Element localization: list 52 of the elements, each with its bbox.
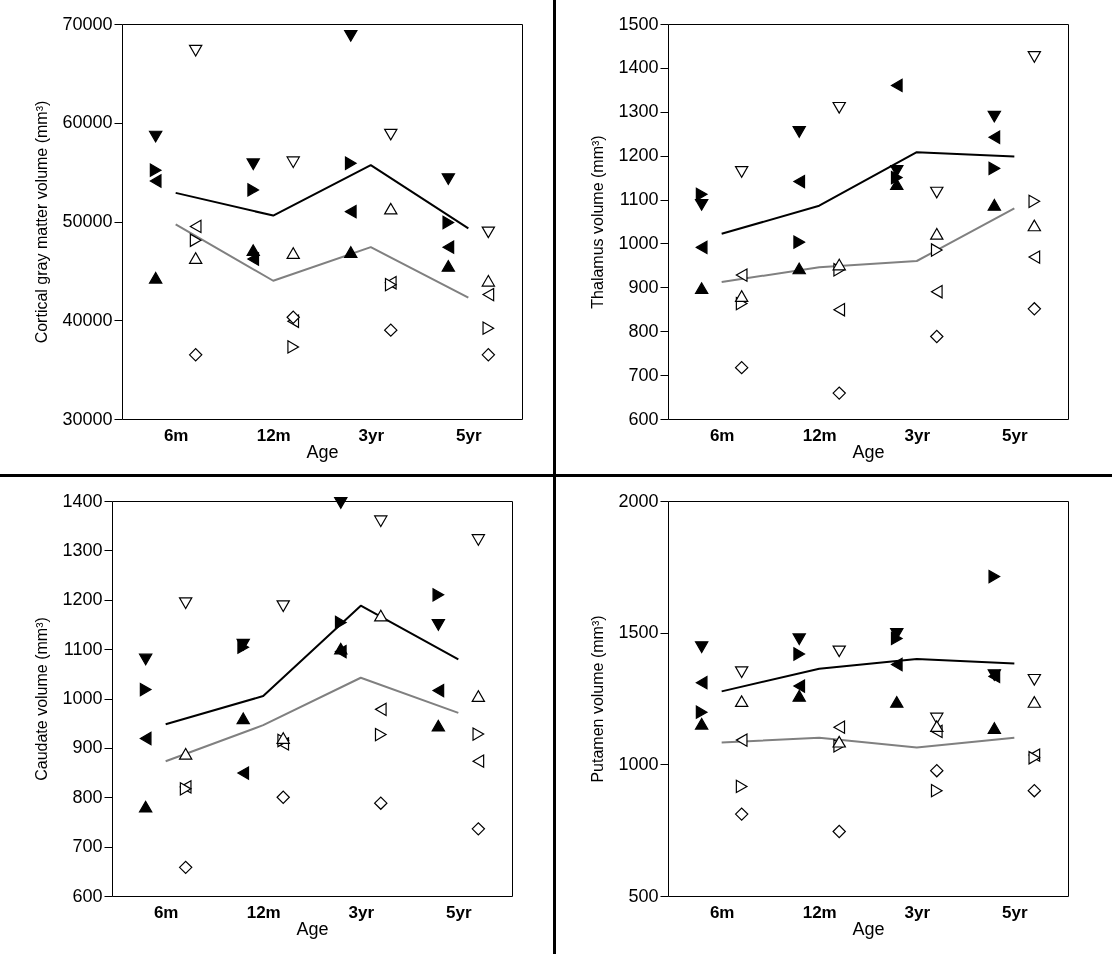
y-tick-label: 30000: [62, 408, 113, 429]
y-tick-label: 900: [628, 276, 659, 297]
y-tick-label: 1000: [618, 753, 659, 774]
x-axis-title: Age: [296, 918, 329, 939]
y-tick-label: 1300: [618, 101, 659, 122]
y-tick-label: 800: [72, 786, 103, 807]
x-tick-label: 6m: [153, 902, 179, 922]
y-tick-label: 1400: [62, 490, 103, 511]
y-tick-label: 1500: [618, 13, 659, 34]
y-tick-label: 700: [628, 364, 659, 385]
y-tick-label: 700: [72, 836, 103, 857]
y-tick-label: 600: [628, 408, 659, 429]
x-tick-label: 12m: [256, 425, 291, 445]
x-tick-label: 12m: [246, 902, 281, 922]
x-tick-label: 6m: [709, 902, 735, 922]
x-tick-label: 5yr: [1002, 425, 1028, 445]
y-tick-label: 1000: [62, 688, 103, 708]
x-tick-label: 12m: [802, 902, 837, 922]
x-tick-label: 5yr: [1002, 902, 1028, 922]
y-tick-label: 1100: [63, 638, 103, 659]
y-tick-label: 800: [628, 320, 659, 341]
x-tick-label: 3yr: [904, 902, 931, 922]
x-axis-title: Age: [852, 918, 885, 939]
x-tick-label: 3yr: [904, 425, 931, 445]
x-tick-label: 3yr: [348, 902, 375, 922]
y-axis-title: Putamen volume (mm³): [589, 615, 607, 783]
x-tick-label: 5yr: [446, 902, 472, 922]
y-tick-label: 70000: [62, 13, 113, 34]
x-tick-label: 6m: [709, 425, 735, 445]
y-tick-label: 50000: [62, 211, 113, 231]
y-axis-title: Caudate volume (mm³): [33, 617, 51, 781]
y-axis-title: Cortical gray matter volume (mm³): [33, 100, 51, 344]
y-tick-label: 900: [72, 737, 103, 758]
y-tick-label: 1200: [618, 145, 659, 166]
y-axis-title: Thalamus volume (mm³): [589, 135, 607, 309]
y-tick-label: 2000: [618, 490, 659, 511]
y-tick-label: 600: [72, 885, 103, 906]
y-tick-label: 40000: [62, 309, 113, 330]
x-tick-label: 3yr: [358, 425, 385, 445]
x-tick-label: 5yr: [456, 425, 482, 445]
y-tick-label: 1100: [619, 189, 659, 210]
y-tick-label: 1500: [618, 622, 659, 643]
y-tick-label: 1400: [618, 57, 659, 78]
y-tick-label: 1000: [618, 232, 659, 253]
y-tick-label: 500: [628, 885, 659, 906]
x-axis-title: Age: [306, 441, 339, 462]
x-tick-label: 6m: [163, 425, 189, 445]
y-tick-label: 60000: [62, 112, 113, 133]
y-tick-label: 1200: [62, 589, 103, 610]
x-tick-label: 12m: [802, 425, 837, 445]
y-tick-label: 1300: [62, 539, 103, 560]
x-axis-title: Age: [852, 441, 885, 462]
